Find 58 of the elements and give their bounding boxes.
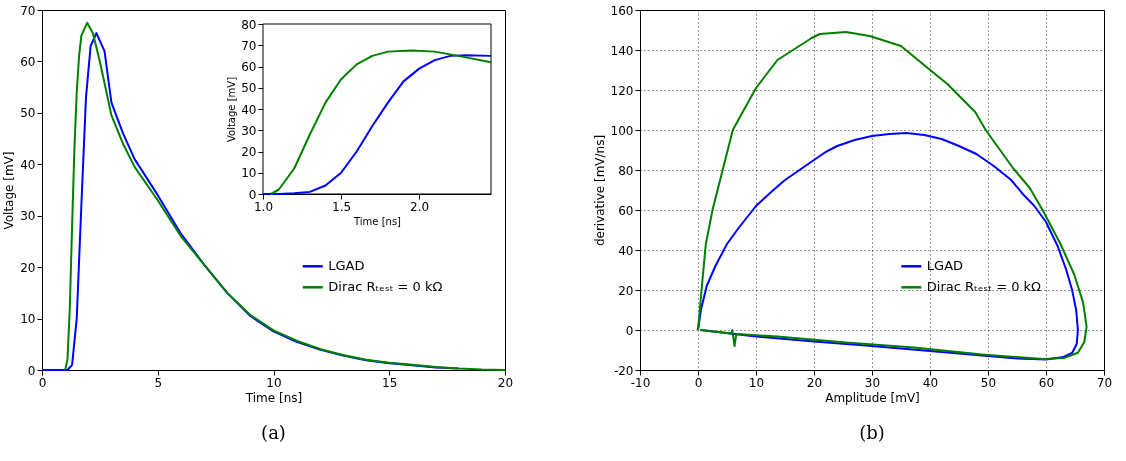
y-axis-title: derivative [mV/ns] xyxy=(592,134,607,247)
y-tick-label: 10 xyxy=(20,312,36,327)
y-tick-label: 40 xyxy=(20,157,36,172)
x-tick-label: 50 xyxy=(980,375,997,390)
legend-label: LGAD xyxy=(926,258,964,274)
x-tick-label: 10 xyxy=(266,375,282,390)
x-tick-label: 0 xyxy=(38,375,47,390)
x-tick-label: 20 xyxy=(806,375,823,390)
y-axis-title: Voltage [mV] xyxy=(2,151,17,230)
y-tick-label: 0 xyxy=(248,187,257,202)
y-tick-label: 30 xyxy=(241,123,257,138)
y-tick-label: 60 xyxy=(241,60,257,74)
x-tick-label: 2.0 xyxy=(410,199,430,214)
x-tick-label: -10 xyxy=(630,375,651,390)
line-series xyxy=(697,132,1079,361)
legend-label: Dirac Rₜₑₛₜ = 0 kΩ xyxy=(926,279,1042,295)
y-tick-label: 0 xyxy=(625,323,634,338)
y-tick-label: 80 xyxy=(618,163,634,178)
y-tick-label: 20 xyxy=(618,283,634,298)
x-tick-label: 60 xyxy=(1038,375,1055,390)
y-tick-label: 50 xyxy=(20,106,36,121)
legend-label: LGAD xyxy=(328,258,365,274)
x-tick-label: 15 xyxy=(382,375,398,390)
y-tick-label: 70 xyxy=(241,38,257,53)
x-tick-label: 1.5 xyxy=(332,199,352,214)
x-tick-label: 10 xyxy=(748,375,765,390)
legend-label: Dirac Rₜₑₛₜ = 0 kΩ xyxy=(328,279,443,295)
x-axis-title: Amplitude [mV] xyxy=(825,390,920,405)
y-tick-label: 80 xyxy=(241,17,257,32)
y-tick-label: 120 xyxy=(610,83,634,98)
x-tick-label: 20 xyxy=(497,375,514,390)
y-tick-label: 20 xyxy=(241,145,257,159)
y-tick-label: 140 xyxy=(610,43,634,58)
y-axis-title: Voltage [mV] xyxy=(226,76,238,143)
y-tick-label: 70 xyxy=(20,3,36,18)
line-series xyxy=(64,21,506,371)
y-tick-label: 100 xyxy=(610,123,634,138)
y-tick-label: -20 xyxy=(613,363,634,378)
x-tick-label: 70 xyxy=(1096,375,1113,390)
x-tick-label: 30 xyxy=(864,375,881,390)
y-tick-label: 10 xyxy=(241,166,257,181)
y-tick-label: 0 xyxy=(27,363,36,378)
y-tick-label: 40 xyxy=(241,102,257,117)
line-series xyxy=(697,31,1088,360)
y-tick-label: 60 xyxy=(20,54,36,69)
text: (a) xyxy=(261,422,286,443)
y-tick-label: 50 xyxy=(241,81,257,96)
text: (b) xyxy=(859,422,885,443)
x-axis-title: Time [ns] xyxy=(352,215,402,227)
x-tick-label: 0 xyxy=(694,375,703,390)
y-tick-label: 30 xyxy=(20,209,36,224)
x-tick-label: 5 xyxy=(154,375,163,390)
x-axis-title: Time [ns] xyxy=(244,390,303,405)
x-tick-label: 1.0 xyxy=(253,199,274,214)
y-tick-label: 20 xyxy=(20,260,36,275)
x-tick-label: 40 xyxy=(922,375,939,390)
y-tick-label: 40 xyxy=(618,243,634,258)
y-tick-label: 160 xyxy=(610,3,634,18)
